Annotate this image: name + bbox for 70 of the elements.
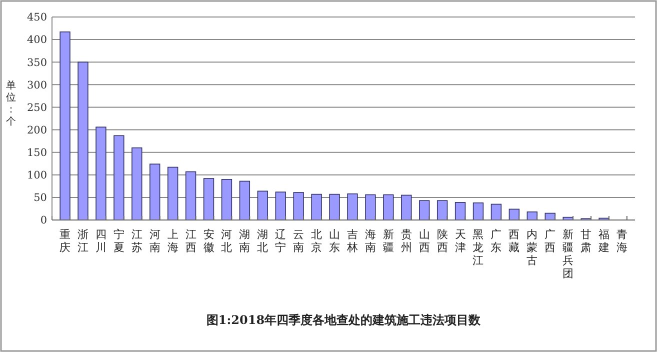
bar	[472, 202, 484, 220]
bar	[150, 164, 160, 220]
y-tick-label: 400	[26, 34, 47, 46]
x-tick-label: 山西	[418, 228, 430, 254]
x-tick-label: 浙江	[77, 228, 88, 254]
bar	[419, 200, 430, 220]
x-tick-label: 重庆	[60, 228, 71, 254]
bar	[185, 171, 196, 220]
bar	[293, 192, 304, 220]
x-tick-label: 四川	[95, 228, 106, 254]
y-tick-label: 50	[34, 192, 47, 204]
x-tick-label: 青海	[616, 228, 628, 254]
bar	[275, 192, 286, 220]
bar	[347, 193, 358, 220]
x-tick-label: 福建	[598, 228, 610, 254]
x-tick-label: 内蒙古	[526, 228, 538, 267]
text: 图1:2018年四季度各地查处的建筑施工违法项目数	[206, 313, 482, 327]
bar	[96, 126, 106, 220]
bar	[365, 194, 376, 220]
x-tick-label: 西藏	[508, 228, 520, 254]
x-tick-label: 湖南	[239, 228, 250, 254]
x-tick-label: 山东	[329, 228, 340, 254]
bar	[401, 194, 412, 220]
bar	[167, 166, 178, 220]
y-tick-label: 350	[26, 56, 47, 69]
bar	[60, 31, 70, 220]
bar	[221, 179, 232, 220]
x-tick-label: 湖北	[257, 228, 268, 254]
bar	[383, 194, 394, 220]
x-tick-label: 河北	[221, 228, 232, 254]
bar	[436, 200, 448, 220]
x-tick-label: 广东	[490, 228, 502, 254]
bar	[239, 180, 250, 220]
y-tick-label: 450	[26, 12, 47, 24]
x-tick-label: 云南	[293, 228, 304, 254]
bar	[508, 208, 520, 220]
x-tick-label: 新疆兵团	[562, 228, 574, 280]
bar	[257, 190, 268, 220]
x-tick-label: 天津	[454, 228, 466, 254]
x-tick-label: 安徽	[203, 228, 214, 254]
bar	[454, 202, 466, 220]
x-tick-label: 吉林	[346, 228, 358, 254]
y-tick-label: 250	[26, 102, 47, 114]
bar	[114, 135, 124, 220]
bar	[78, 62, 88, 220]
bar	[490, 204, 502, 220]
x-tick-label: 江西	[185, 228, 196, 254]
x-tick-label: 黑龙江	[472, 228, 484, 267]
x-tick-label: 上海	[167, 228, 178, 254]
x-tick-label: 新疆	[382, 228, 394, 254]
x-tick-label: 河南	[149, 228, 160, 254]
bar	[203, 178, 214, 220]
x-tick-label: 辽宁	[275, 228, 286, 254]
x-tick-label: 甘肃	[580, 228, 592, 254]
y-tick-label: 300	[26, 79, 47, 92]
x-tick-label: 海南	[364, 228, 376, 254]
y-axis-title: 单位：个	[6, 80, 16, 128]
y-tick-label: 0	[40, 214, 47, 227]
bar	[311, 194, 322, 220]
x-tick-label: 宁夏	[113, 228, 124, 254]
y-tick-label: 200	[26, 124, 47, 136]
bar	[329, 194, 340, 220]
y-tick-label: 150	[26, 147, 47, 160]
x-tick-label: 广西	[544, 228, 556, 254]
x-tick-label: 陕西	[436, 228, 448, 254]
x-tick-label: 江苏	[131, 228, 142, 254]
y-tick-label: 100	[26, 170, 47, 182]
bar	[132, 147, 142, 220]
x-tick-label: 贵州	[400, 228, 412, 254]
x-tick-label: 北京	[311, 228, 322, 254]
